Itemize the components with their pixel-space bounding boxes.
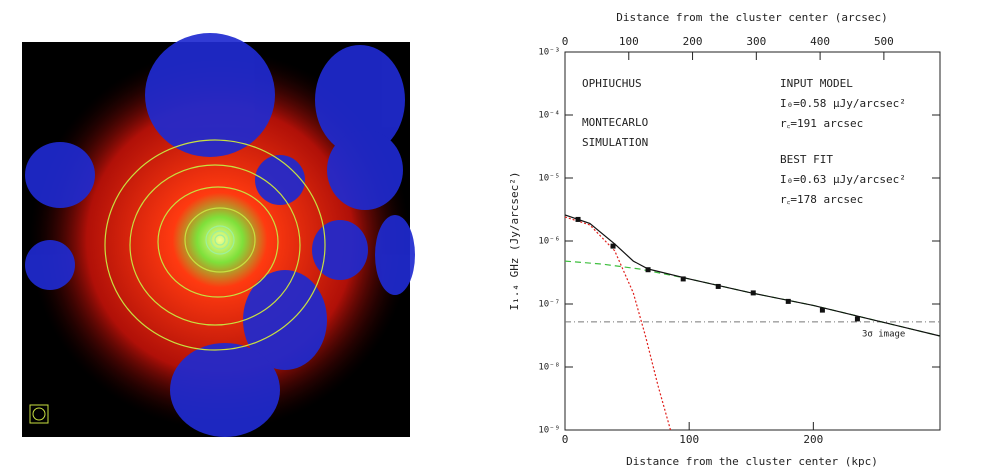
annotation: r꜀=178 arcsec <box>780 193 863 206</box>
data-point <box>819 307 825 313</box>
data-point <box>785 298 791 304</box>
annotation: I₀=0.63 μJy/arcsec² <box>780 173 906 186</box>
x-tick-label: 0 <box>562 433 569 446</box>
annotation: BEST FIT <box>780 153 833 166</box>
top-tick-label: 300 <box>746 35 766 48</box>
annotation: INPUT MODEL <box>780 77 853 90</box>
annotation: MONTECARLO <box>582 116 648 129</box>
y-tick-label: 10⁻⁶ <box>538 237 560 247</box>
data-point <box>750 290 756 296</box>
x-tick-label: 100 <box>679 433 699 446</box>
x-axis-title: Distance from the cluster center (kpc) <box>626 455 878 468</box>
top-axis-title: Distance from the cluster center (arcsec… <box>616 11 888 24</box>
top-tick-label: 500 <box>874 35 894 48</box>
y-tick-label: 10⁻⁴ <box>538 111 560 121</box>
profile-curve <box>564 214 941 337</box>
data-point <box>610 243 616 249</box>
radio-map <box>22 33 415 437</box>
top-tick-label: 400 <box>810 35 830 48</box>
y-tick-label: 10⁻⁹ <box>538 426 560 436</box>
data-point <box>575 216 581 222</box>
profile-curve <box>564 260 941 337</box>
data-point <box>715 283 721 289</box>
y-tick-label: 10⁻⁵ <box>538 174 560 184</box>
top-tick-label: 100 <box>619 35 639 48</box>
threshold-label: 3σ image <box>862 329 905 339</box>
annotation: OPHIUCHUS <box>582 77 642 90</box>
y-axis-title: I₁.₄ GHz (Jy/arcsec²) <box>508 171 521 310</box>
annotation: r꜀=191 arcsec <box>780 117 863 130</box>
y-tick-label: 10⁻³ <box>538 48 560 58</box>
data-point <box>854 316 860 322</box>
top-tick-label: 0 <box>562 35 569 48</box>
annotation: SIMULATION <box>582 136 648 149</box>
profile-curve <box>564 216 672 431</box>
y-tick-label: 10⁻⁸ <box>538 363 560 373</box>
x-tick-label: 200 <box>803 433 823 446</box>
top-tick-label: 200 <box>683 35 703 48</box>
annotation: I₀=0.58 μJy/arcsec² <box>780 97 906 110</box>
data-point <box>645 267 651 273</box>
data-point <box>680 276 686 282</box>
y-tick-label: 10⁻⁷ <box>538 300 560 310</box>
